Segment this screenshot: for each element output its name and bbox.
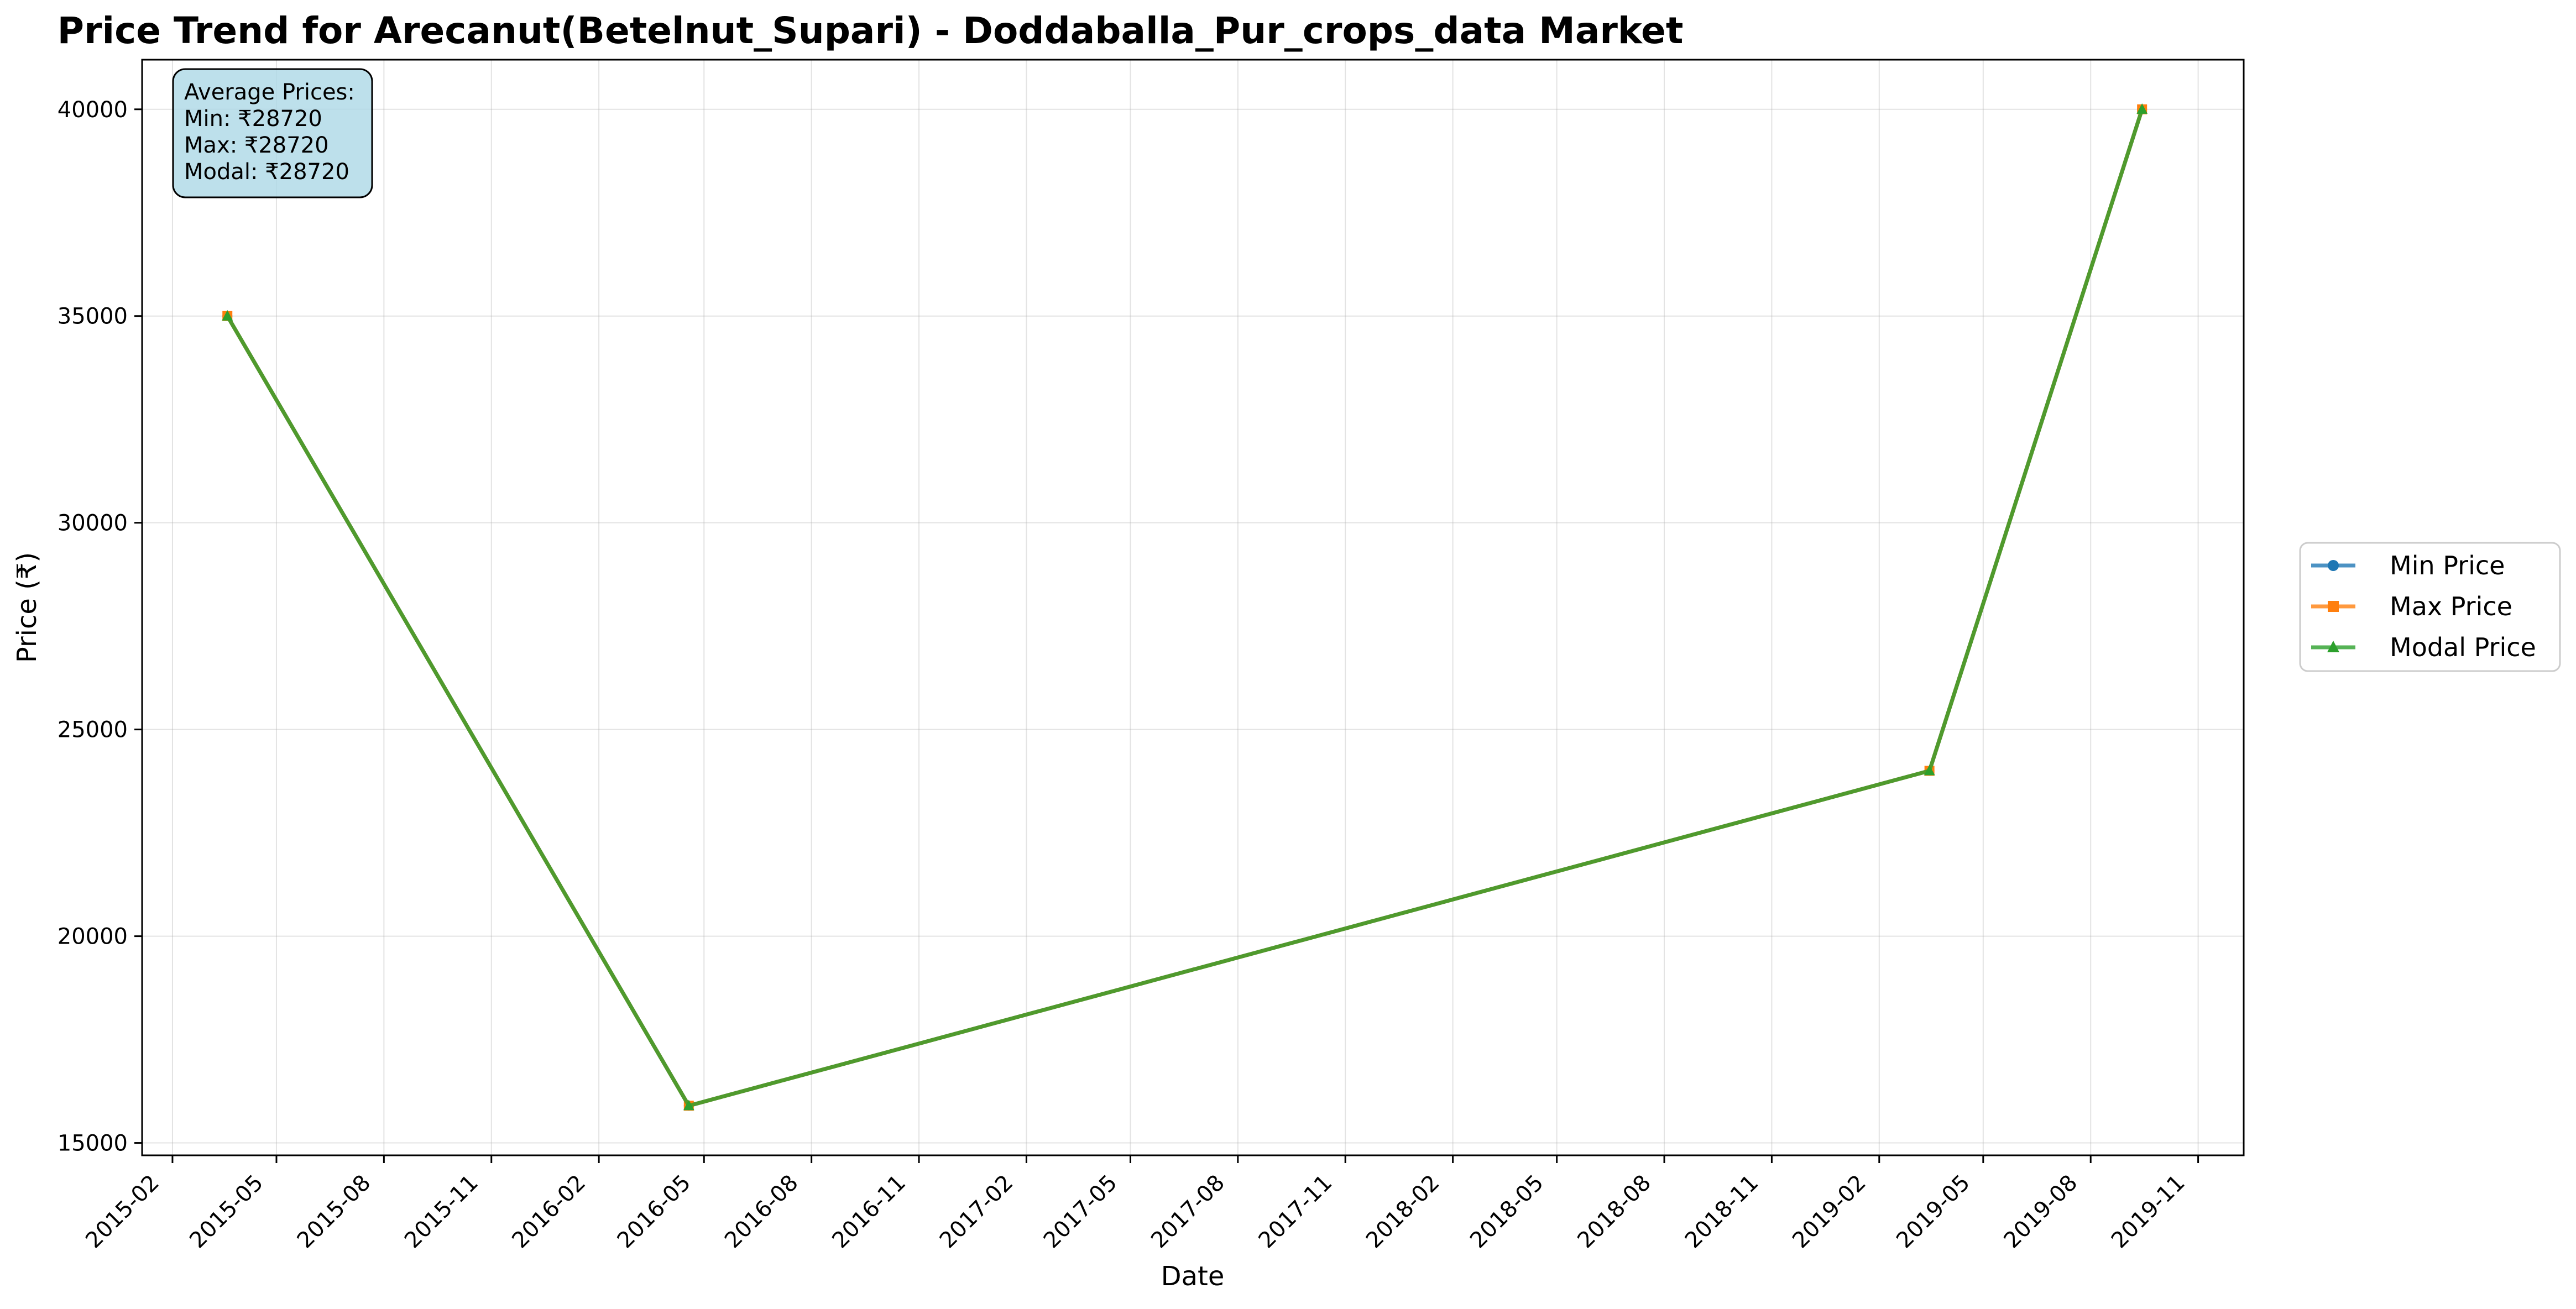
- chart-title: Price Trend for Arecanut(Betelnut_Supari…: [58, 9, 1684, 52]
- legend[interactable]: Min Price Max Price Modal Price: [2299, 542, 2561, 672]
- legend-label: Modal Price: [2390, 632, 2536, 662]
- y-tick-label: 25000: [58, 718, 128, 743]
- legend-item-modal-price[interactable]: Modal Price: [2311, 632, 2536, 662]
- x-axis-label: Date: [1161, 1261, 1225, 1292]
- data-point: [2328, 560, 2339, 571]
- average-prices-annotation: Average Prices: Min: ₹28720 Max: ₹28720 …: [172, 68, 373, 198]
- legend-item-min-price[interactable]: Min Price: [2311, 551, 2505, 580]
- data-point: [2136, 103, 2148, 114]
- legend-item-max-price[interactable]: Max Price: [2311, 591, 2512, 621]
- data-point: [683, 1099, 694, 1111]
- series-layer: [222, 103, 2148, 1111]
- y-tick-label: 40000: [58, 97, 128, 123]
- y-tick-label: 35000: [58, 304, 128, 329]
- legend-frame: [2299, 542, 2561, 672]
- plot-area-frame: [141, 59, 2245, 1156]
- annotation-line: Modal: ₹28720: [184, 159, 349, 185]
- y-tick-label: 30000: [58, 511, 128, 536]
- annotation-line: Min: ₹28720: [184, 106, 322, 132]
- annotation-line: Max: ₹28720: [184, 133, 329, 158]
- data-point: [2327, 641, 2339, 652]
- legend-label: Max Price: [2390, 591, 2512, 621]
- annotation-background: [172, 68, 373, 198]
- annotation-line: Average Prices:: [184, 80, 355, 105]
- series-modal-price: [222, 103, 2148, 1111]
- data-point: [1924, 765, 1935, 776]
- y-tick-label: 15000: [58, 1131, 128, 1156]
- y-axis-label: Price (₹): [12, 552, 43, 663]
- y-tick-label: 20000: [58, 924, 128, 950]
- data-point: [2328, 601, 2339, 612]
- data-point: [222, 310, 233, 321]
- series-line: [226, 108, 2144, 1108]
- legend-label: Min Price: [2390, 551, 2505, 580]
